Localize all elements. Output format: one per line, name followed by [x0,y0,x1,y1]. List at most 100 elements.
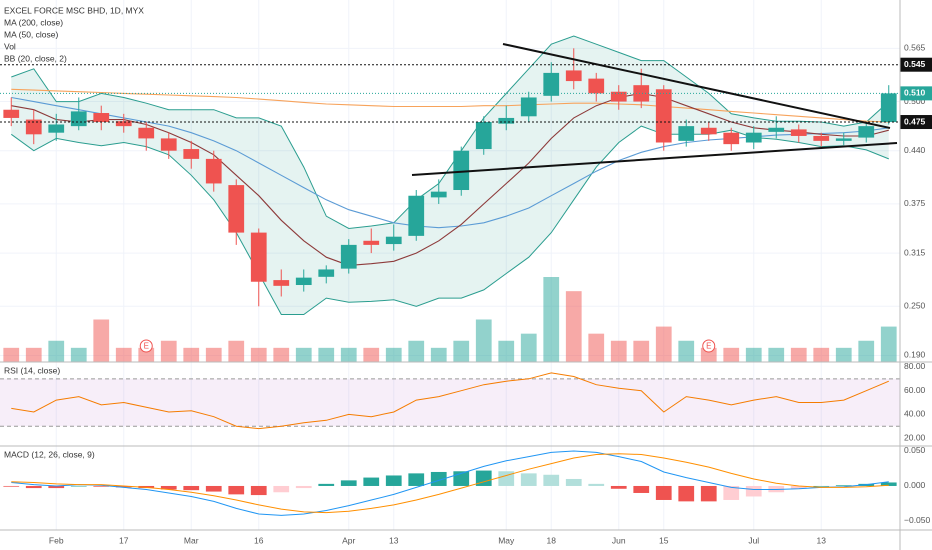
candle-body [768,127,785,132]
candle-body [610,91,627,102]
x-tick-label: Jun [612,535,626,545]
x-tick-label: 18 [547,535,557,545]
volume-bar [205,347,222,362]
candle-body [25,119,42,135]
y-tick-label: 0.250 [904,301,926,311]
macd-histogram-bar [880,482,897,486]
candle-body [70,111,87,127]
macd-histogram-bar [723,485,740,500]
volume-bar [633,340,650,362]
candle-body [700,127,717,135]
y-tick-label: 0.000 [904,480,926,490]
macd-histogram-bar [183,485,200,491]
legend-entry: BB (20, close, 2) [4,53,67,63]
candle-body [790,129,807,136]
volume-bar [588,333,605,362]
candle-body [655,89,672,143]
x-tick-label: May [498,535,515,545]
x-tick-label: Jul [748,535,759,545]
macd-histogram-bar [835,485,852,486]
y-tick-label: 0.375 [904,198,926,208]
trend-line [411,142,898,176]
macd-histogram-bar [295,485,312,489]
candle-body [318,269,335,277]
macd-histogram-bar [273,485,290,493]
macd-histogram-bar [520,473,537,486]
volume-bar [498,340,515,362]
volume-bar [228,340,245,362]
legend-entry: MA (50, close) [4,29,58,39]
legend-entry: MA (200, close) [4,17,63,27]
macd-histogram-bar [408,473,425,486]
volume-bar [138,347,155,362]
macd-histogram-bar [250,485,267,496]
volume-bar [835,347,852,362]
volume-bar [295,347,312,362]
volume-bar [880,326,897,362]
last-price-label: 0.510 [904,88,926,98]
volume-bar [70,347,87,362]
candle-body [250,232,267,282]
macd-histogram-bar [340,480,357,486]
y-tick-label: 0.315 [904,247,926,257]
candle-body [813,135,830,141]
macd-histogram-bar [228,485,245,495]
macd-histogram-bar [70,485,87,487]
candle-body [835,138,852,141]
macd-histogram-bar [543,474,560,486]
macd-histogram-bar [610,485,627,489]
legend-entry: Vol [4,41,16,51]
candle-body [678,126,695,141]
ma-line [11,92,889,266]
y-tick-label: 0.050 [904,445,926,455]
candle-body [385,236,402,245]
candle-body [138,127,155,139]
candle-body [48,124,65,133]
trend-line [502,43,891,129]
candle-body [723,132,740,145]
earnings-label: E [706,342,711,351]
macd-histogram-bar [318,483,335,486]
volume-bar [543,277,560,362]
volume-bar [273,347,290,362]
macd-histogram-bar [633,485,650,493]
macd-line [11,453,889,514]
volume-bar [813,347,830,362]
last-price-box [900,86,932,101]
candle-body [633,85,650,102]
macd-histogram-bar [475,470,492,486]
volume-bar [475,319,492,362]
y-tick-label: 60.00 [904,385,926,395]
candle-body [363,240,380,245]
y-tick-label: 0.500 [904,96,926,106]
macd-histogram-bar [790,485,807,489]
macd-histogram-bar [3,485,20,487]
macd-histogram-bar [498,471,515,486]
candle-body [205,158,222,184]
price-label: 0.545 [904,59,926,69]
candle-body [453,150,470,191]
candle-body [520,97,537,117]
volume-bar [520,333,537,362]
ma-line [11,96,889,229]
candle-body [93,113,110,123]
x-tick-label: 16 [254,535,264,545]
ma-line [11,88,889,123]
volume-bar [385,347,402,362]
volume-bar [93,319,110,362]
volume-bar [3,347,20,362]
macd-histogram-bar [385,475,402,486]
band-lower [11,125,889,315]
x-tick-label: 13 [817,535,827,545]
macd-histogram-bar [813,485,830,487]
macd-histogram-bar [655,485,672,500]
y-tick-label: 20.00 [904,432,926,442]
y-tick-label: 80.00 [904,361,926,371]
volume-bar [115,347,132,362]
macd-histogram-bar [588,483,605,486]
price-label-box [900,115,932,130]
macd-histogram-bar [678,485,695,502]
volume-bar [250,347,267,362]
